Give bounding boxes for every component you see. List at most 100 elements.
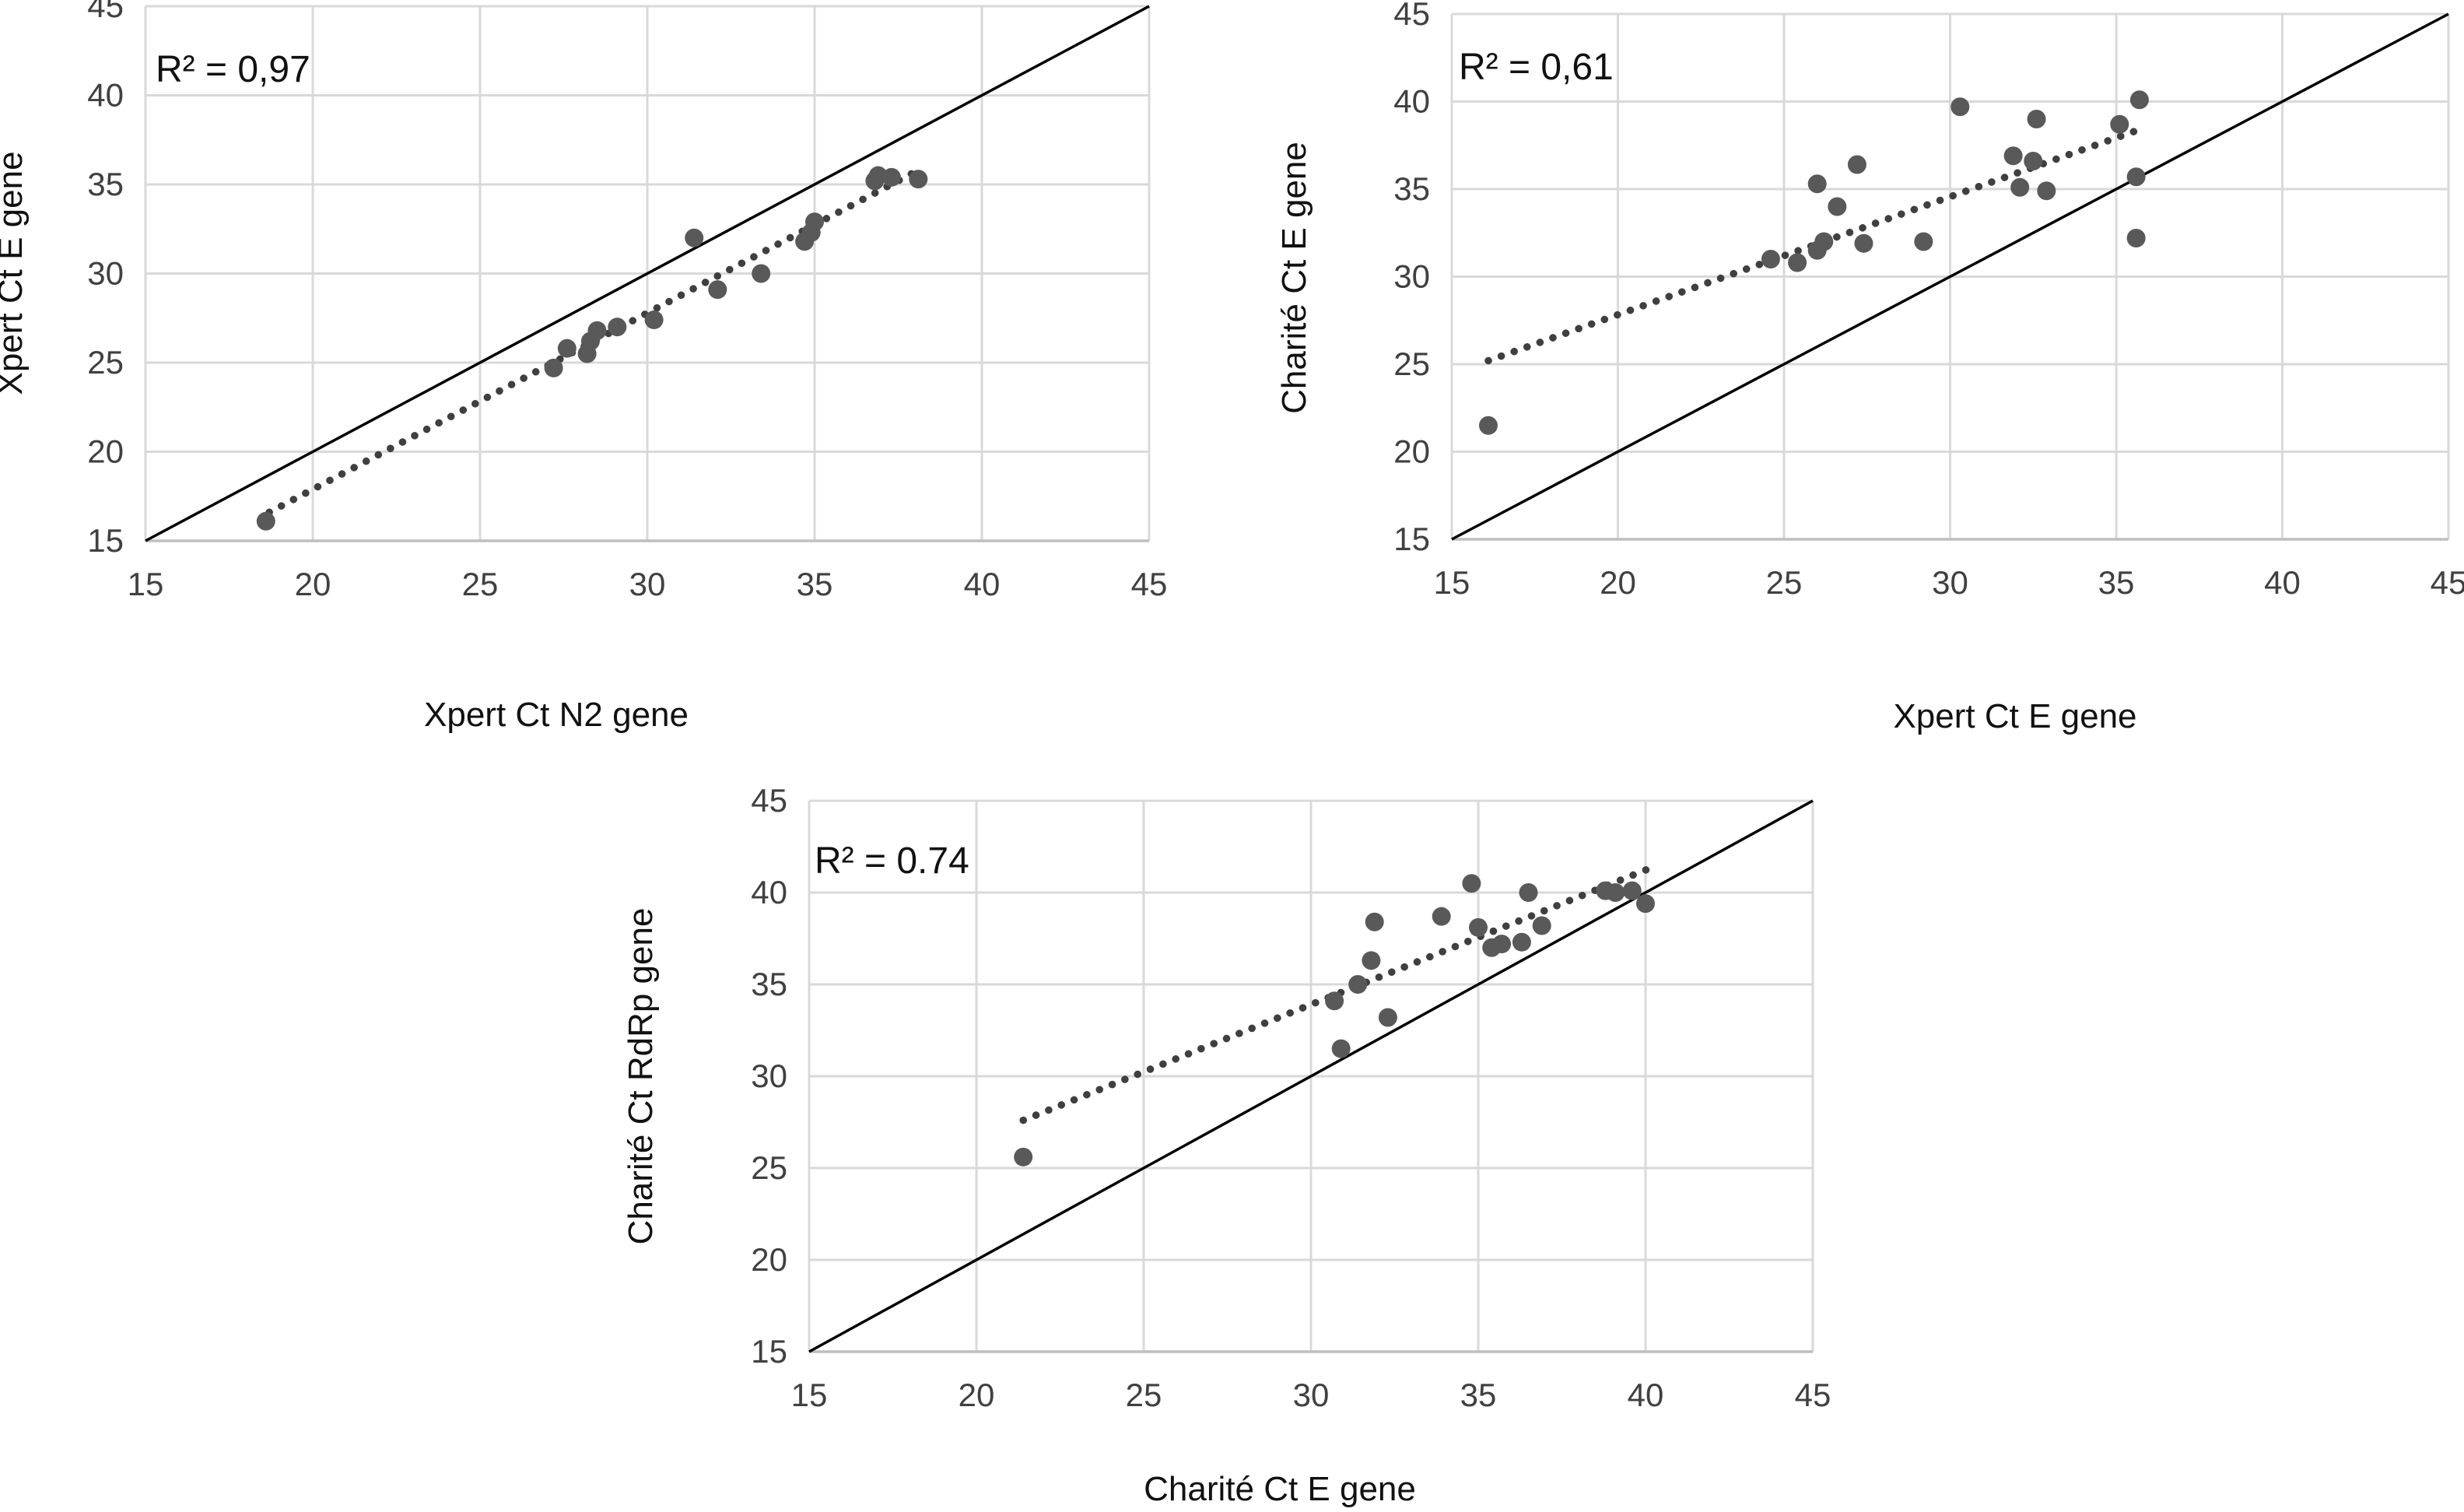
- r2-label: R² = 0,97: [156, 49, 310, 90]
- data-point: [1519, 883, 1538, 902]
- x-axis-title: Xpert Ct N2 gene: [424, 696, 689, 734]
- data-point: [1807, 174, 1827, 194]
- data-point: [2024, 152, 2043, 170]
- y-tick-label: 40: [1393, 83, 1430, 120]
- data-point: [1788, 253, 1807, 272]
- data-point: [1478, 416, 1498, 435]
- data-point: [1378, 1008, 1397, 1027]
- data-point: [644, 310, 664, 330]
- y-axis-title: Charité Ct RdRp gene: [622, 908, 660, 1245]
- data-point: [1462, 874, 1481, 893]
- data-point: [1636, 894, 1655, 914]
- data-point: [2126, 229, 2146, 247]
- data-point: [1365, 912, 1384, 931]
- x-tick-label: 20: [959, 1377, 995, 1413]
- data-point: [805, 212, 824, 232]
- data-point: [2129, 90, 2149, 110]
- x-tick-label: 35: [797, 566, 833, 602]
- x-tick-label: 25: [1766, 564, 1803, 601]
- x-axis-title: Charité Ct E gene: [1144, 1470, 1416, 1508]
- data-point: [1606, 883, 1625, 902]
- y-tick-label: 35: [1393, 170, 1430, 207]
- x-tick-label: 25: [462, 566, 499, 602]
- data-point: [2003, 146, 2023, 166]
- data-point: [2126, 167, 2146, 187]
- chart-xpert-e-vs-charite-e: 15 20 25 30 35 40 45 15 20 25 30 35 40 45 R² = 0,61 X…: [1275, 0, 2464, 735]
- x-tick-label: 15: [128, 566, 164, 602]
- data-point: [2027, 110, 2046, 128]
- data-point: [1348, 975, 1368, 994]
- y-tick-label: 45: [751, 782, 787, 819]
- x-tick-label: 35: [1460, 1377, 1497, 1413]
- r2-label: R² = 0,61: [1459, 47, 1614, 88]
- x-tick-label: 45: [2431, 564, 2464, 601]
- data-point: [587, 321, 607, 340]
- data-point: [1847, 155, 1866, 174]
- y-tick-label: 15: [751, 1333, 787, 1370]
- y-tick-label: 35: [751, 966, 787, 1002]
- data-point: [608, 317, 627, 337]
- data-point: [708, 280, 727, 300]
- data-point: [2110, 114, 2129, 134]
- chart-charite-e-vs-charite-rdrp: 15 20 25 30 35 40 45 15 20 25 30 35 40 45 R² = 0.74 C…: [622, 782, 1831, 1508]
- y-tick-label: 25: [1393, 346, 1430, 382]
- data-point: [685, 228, 704, 247]
- y-tick-label: 25: [87, 344, 124, 381]
- y-tick-label: 45: [87, 0, 124, 24]
- x-tick-label: 40: [964, 566, 1001, 602]
- x-tick-label: 30: [629, 566, 666, 602]
- data-point: [752, 264, 771, 283]
- x-tick-label: 25: [1126, 1377, 1162, 1413]
- x-tick-label: 40: [1628, 1377, 1664, 1413]
- y-axis-title: Xpert Ct E gene: [0, 151, 30, 395]
- identity-line: [808, 799, 1814, 1353]
- trendline: [1019, 865, 1653, 1124]
- identity-line: [1451, 12, 2449, 541]
- x-tick-label: 20: [295, 566, 331, 602]
- data-point: [256, 511, 275, 531]
- data-point: [882, 167, 901, 187]
- data-point: [1814, 232, 1834, 251]
- y-tick-label: 25: [751, 1149, 787, 1186]
- plot-area: 15 20 25 30 35 40 45 15 20 25 30 35 40 45: [87, 0, 1167, 602]
- data-point: [1512, 932, 1531, 952]
- plot-area: 15 20 25 30 35 40 45 15 20 25 30 35 40 45: [751, 782, 1831, 1413]
- data-point: [2037, 181, 2056, 201]
- y-tick-label: 20: [87, 433, 124, 470]
- x-tick-label: 15: [1434, 564, 1470, 601]
- data-point: [1469, 917, 1488, 937]
- x-tick-label: 45: [1795, 1377, 1831, 1413]
- y-tick-label: 40: [87, 77, 124, 114]
- data-point: [1432, 907, 1451, 926]
- data-point: [909, 170, 928, 189]
- data-point: [1014, 1147, 1033, 1166]
- data-point: [544, 358, 563, 377]
- identity-line: [145, 5, 1150, 542]
- y-tick-label: 15: [87, 522, 124, 559]
- data-point: [557, 339, 577, 358]
- data-point: [1362, 951, 1381, 970]
- data-point: [1914, 232, 1933, 251]
- plot-area: 15 20 25 30 35 40 45 15 20 25 30 35 40 45: [1393, 0, 2464, 601]
- data-point: [1331, 1039, 1351, 1058]
- data-point: [2010, 177, 2030, 197]
- y-axis-title: Charité Ct E gene: [1275, 142, 1313, 414]
- y-tick-label: 30: [1393, 258, 1430, 295]
- x-tick-label: 30: [1293, 1377, 1330, 1413]
- data-point: [1854, 233, 1873, 253]
- y-tick-label: 20: [1393, 433, 1430, 470]
- x-tick-label: 40: [2264, 564, 2301, 601]
- x-axis-title: Xpert Ct E gene: [1893, 697, 2136, 735]
- y-tick-label: 30: [87, 255, 124, 292]
- chart-xpert-n2-vs-xpert-e: 15 20 25 30 35 40 45 15 20 25 30 35 40 45 R² = 0,97 X…: [0, 0, 1167, 734]
- x-tick-label: 35: [2098, 564, 2135, 601]
- data-point: [1532, 916, 1551, 935]
- y-tick-label: 40: [751, 874, 787, 910]
- data-point: [1761, 250, 1780, 268]
- x-tick-label: 20: [1600, 564, 1636, 601]
- y-tick-label: 35: [87, 166, 124, 202]
- y-tick-label: 45: [1393, 0, 1430, 32]
- y-tick-label: 20: [751, 1241, 787, 1278]
